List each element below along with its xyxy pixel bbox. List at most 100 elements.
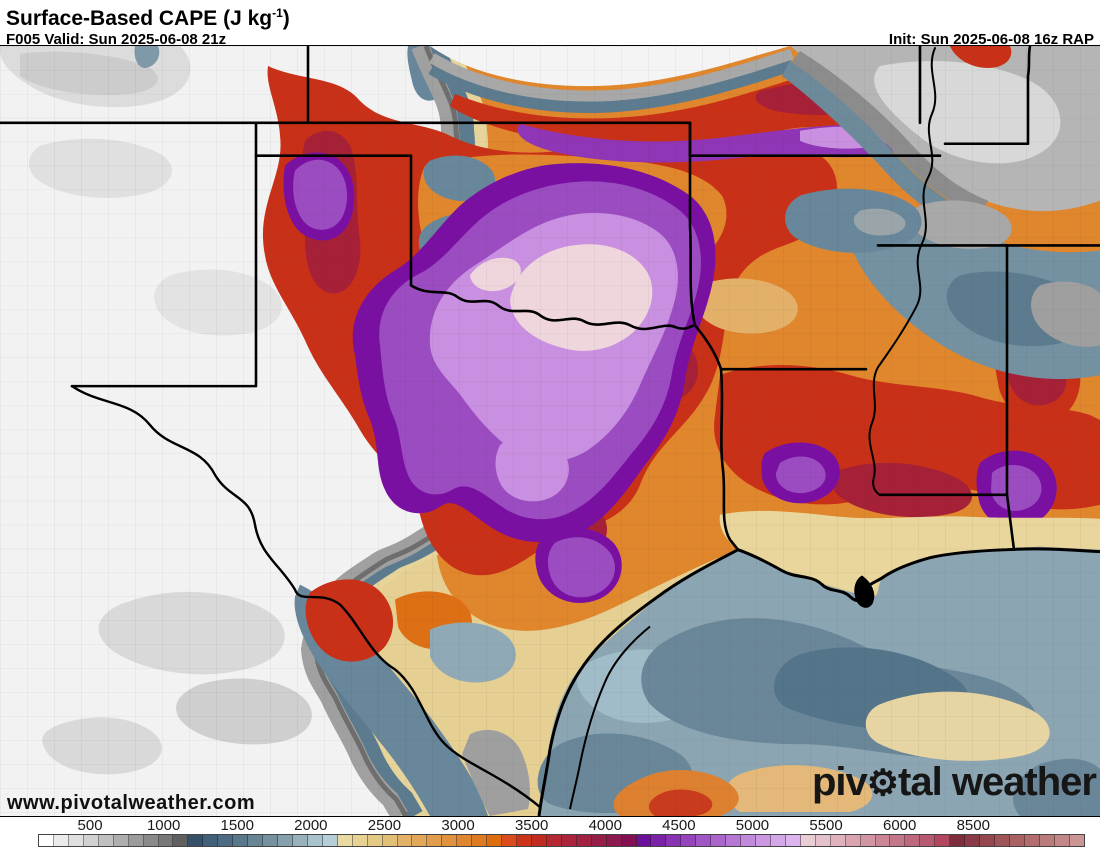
legend-tick-label: 1000 (146, 817, 181, 834)
cape-map: www.pivotalweather.com piv⚙tal weather (0, 45, 1100, 817)
legend-swatch (143, 835, 159, 846)
legend-swatch (651, 835, 667, 846)
legend-swatch (546, 835, 562, 846)
legend-swatch (1039, 835, 1055, 846)
legend-swatch (158, 835, 174, 846)
rivers (70, 46, 937, 809)
legend-swatch (397, 835, 413, 846)
legend-swatch (995, 835, 1010, 846)
legend-swatch (427, 835, 443, 846)
legend-swatch (920, 835, 936, 846)
legend-swatch (442, 835, 458, 846)
legend-swatch (128, 835, 144, 846)
legend-swatch (307, 835, 323, 846)
legend-swatch (741, 835, 756, 846)
legend-swatch (890, 835, 906, 846)
legend-swatch (218, 835, 234, 846)
legend-tick-label: 6000 (882, 817, 917, 834)
legend-swatch (815, 835, 831, 846)
legend-swatch (233, 835, 249, 846)
legend-swatch (367, 835, 383, 846)
legend-swatch (845, 835, 861, 846)
legend-swatch (711, 835, 727, 846)
title-superscript: -1 (272, 6, 283, 20)
legend-tick-label: 1500 (220, 817, 254, 834)
legend-tick-label: 4000 (588, 817, 622, 834)
legend-swatch (681, 835, 697, 846)
legend-swatch (68, 835, 84, 846)
legend-swatch (98, 835, 114, 846)
legend-swatch (666, 835, 682, 846)
coastline (537, 547, 1100, 816)
legend-tick-label: 2500 (367, 817, 402, 834)
legend-swatch (53, 835, 69, 846)
legend-swatch (1009, 835, 1025, 846)
legend-tick-label: 5000 (735, 817, 770, 834)
legend-swatch (905, 835, 921, 846)
legend-swatch (785, 835, 801, 846)
legend-swatch (770, 835, 786, 846)
state-borders (0, 46, 1100, 551)
legend-swatch (636, 835, 652, 846)
cape-map-svg (0, 46, 1100, 816)
legend-swatch (337, 835, 353, 846)
legend-swatch (352, 835, 368, 846)
legend-swatch (263, 835, 278, 846)
legend-swatch (412, 835, 428, 846)
watermark: www.pivotalweather.com (7, 792, 256, 814)
legend-swatch (113, 835, 129, 846)
legend-tick-label: 8500 (956, 817, 990, 834)
legend-swatch (696, 835, 712, 846)
valid-time-label: F005 Valid: Sun 2025-06-08 21z (6, 31, 227, 48)
legend-swatch (606, 835, 622, 846)
legend-swatch (188, 835, 204, 846)
legend-bar (38, 834, 1085, 847)
legend-swatch (292, 835, 308, 846)
legend-swatch (726, 835, 742, 846)
legend-swatch (457, 835, 473, 846)
county-grid (0, 46, 1100, 816)
legend-swatch (1054, 835, 1070, 846)
page-title: Surface-Based CAPE (J kg-1) (6, 6, 290, 30)
legend-tick-label: 2000 (294, 817, 328, 834)
legend-tick-label: 5500 (809, 817, 843, 834)
legend-swatch (860, 835, 876, 846)
legend-swatch (980, 835, 995, 846)
legend-swatch (173, 835, 189, 846)
legend-swatch (1024, 835, 1040, 846)
legend-swatch (965, 835, 981, 846)
legend-ticks: 500 1000 1500 2000 2500 3000 3500 4000 4500 5000 5… (38, 817, 1085, 834)
legend-swatch (756, 835, 771, 846)
legend-tick-label: 3500 (514, 817, 549, 834)
legend-swatch (935, 835, 951, 846)
gear-icon: ⚙ (866, 762, 899, 803)
init-time-label: Init: Sun 2025-06-08 16z RAP (888, 31, 1094, 48)
legend-swatch (83, 835, 99, 846)
legend-swatch (800, 835, 816, 846)
legend-swatch (502, 835, 517, 846)
legend-swatch (576, 835, 592, 846)
legend-swatch (382, 835, 398, 846)
legend-swatch (39, 835, 54, 846)
legend-swatch (517, 835, 532, 846)
legend-swatch (322, 835, 338, 846)
legend-swatch (487, 835, 503, 846)
legend-swatch (591, 835, 607, 846)
legend-swatch (1069, 835, 1084, 846)
pivotal-weather-logo: piv⚙tal weather (811, 760, 1097, 804)
legend-tick-label: 500 (77, 817, 103, 834)
legend-swatch (531, 835, 547, 846)
legend-swatch (875, 835, 891, 846)
legend-tick-label: 3000 (441, 817, 475, 834)
legend-swatch (561, 835, 577, 846)
legend-swatch (950, 835, 966, 846)
legend-swatch (278, 835, 293, 846)
legend-tick-label: 4500 (662, 817, 696, 834)
legend-swatch (203, 835, 219, 846)
legend-swatch (621, 835, 637, 846)
legend-swatch (830, 835, 846, 846)
legend-swatch (248, 835, 264, 846)
header: Surface-Based CAPE (J kg-1) F005 Valid: … (0, 0, 1100, 48)
color-scale-legend: 500 1000 1500 2000 2500 3000 3500 4000 4500 5000 5… (0, 817, 1100, 850)
